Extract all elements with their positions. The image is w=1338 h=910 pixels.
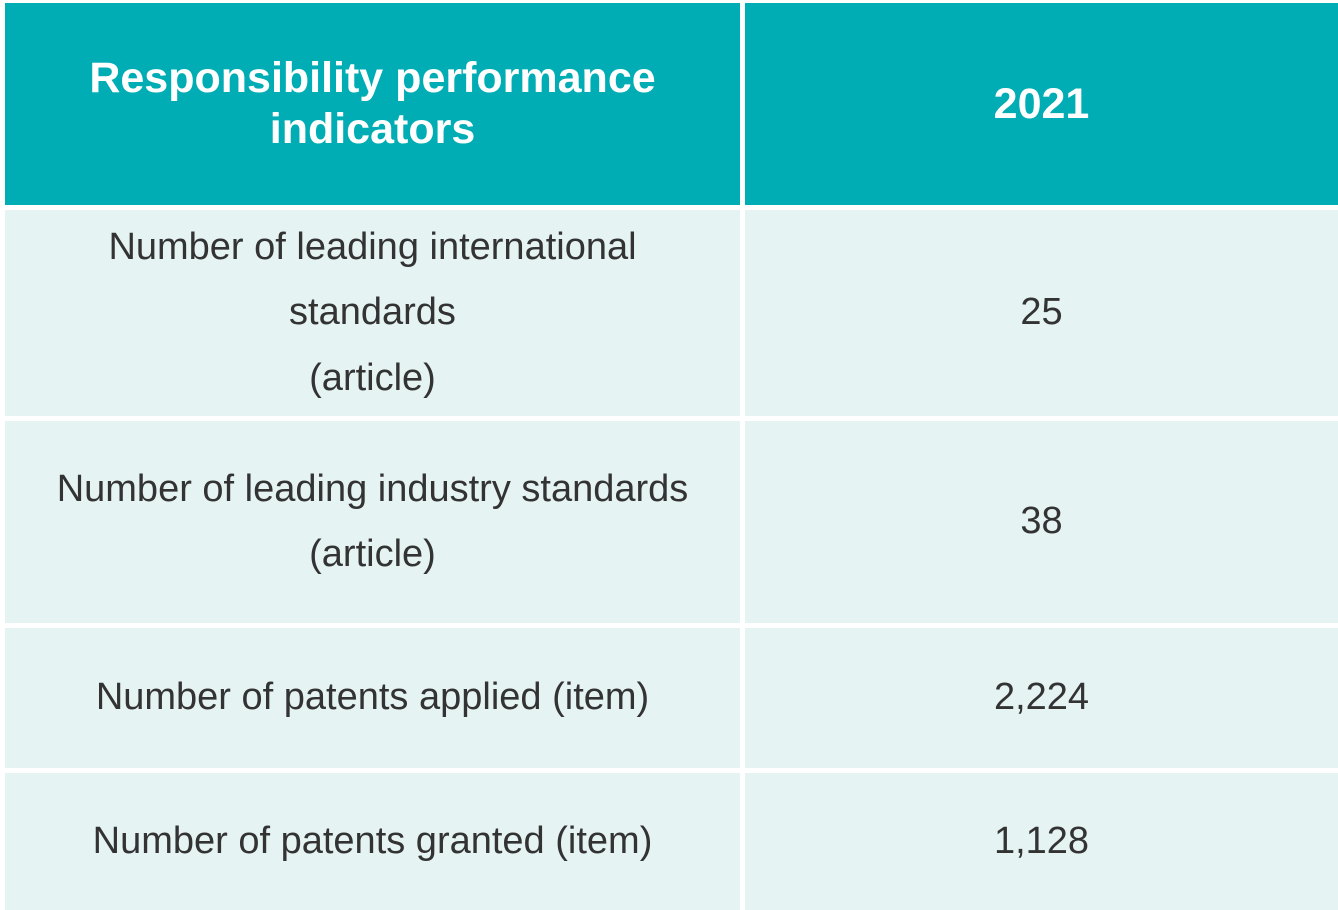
- row-3-label: Number of patents applied (item): [95, 676, 650, 719]
- row-1-label-cell: Number of leading international standard…: [5, 210, 740, 416]
- row-1-label: Number of leading international standard…: [35, 215, 710, 411]
- row-4-label: Number of patents granted (item): [92, 819, 653, 862]
- row-3-value-cell: 2,224: [745, 628, 1338, 768]
- row-2-label-line1: Number of leading industry standards: [56, 467, 689, 510]
- header-year-label: 2021: [993, 79, 1090, 128]
- row-4-value: 1,128: [993, 819, 1090, 862]
- row-2-label-cell: Number of leading industry standards (ar…: [5, 421, 740, 623]
- row-1-value: 25: [1020, 291, 1063, 334]
- performance-table: Responsibility performance indicators 20…: [5, 3, 1338, 910]
- row-3-value: 2,224: [993, 676, 1090, 719]
- row-2-value-cell: 38: [745, 421, 1338, 623]
- row-2-label-line2: (article): [309, 533, 436, 575]
- header-indicator-line2: indicators: [269, 105, 476, 153]
- row-2-label: Number of leading industry standards (ar…: [57, 457, 689, 588]
- header-indicator-line1: Responsibility performance: [89, 54, 656, 103]
- row-4-value-cell: 1,128: [745, 773, 1338, 910]
- row-1-label-line1: Number of leading international standard…: [108, 225, 637, 334]
- row-4-label-cell: Number of patents granted (item): [5, 773, 740, 910]
- row-3-label-cell: Number of patents applied (item): [5, 628, 740, 768]
- header-year-cell: 2021: [745, 3, 1338, 205]
- row-2-value: 38: [1020, 500, 1063, 543]
- row-1-value-cell: 25: [745, 210, 1338, 416]
- header-indicator-label: Responsibility performance indicators: [89, 53, 655, 154]
- row-1-label-line2: (article): [309, 356, 436, 399]
- header-indicator-cell: Responsibility performance indicators: [5, 3, 740, 205]
